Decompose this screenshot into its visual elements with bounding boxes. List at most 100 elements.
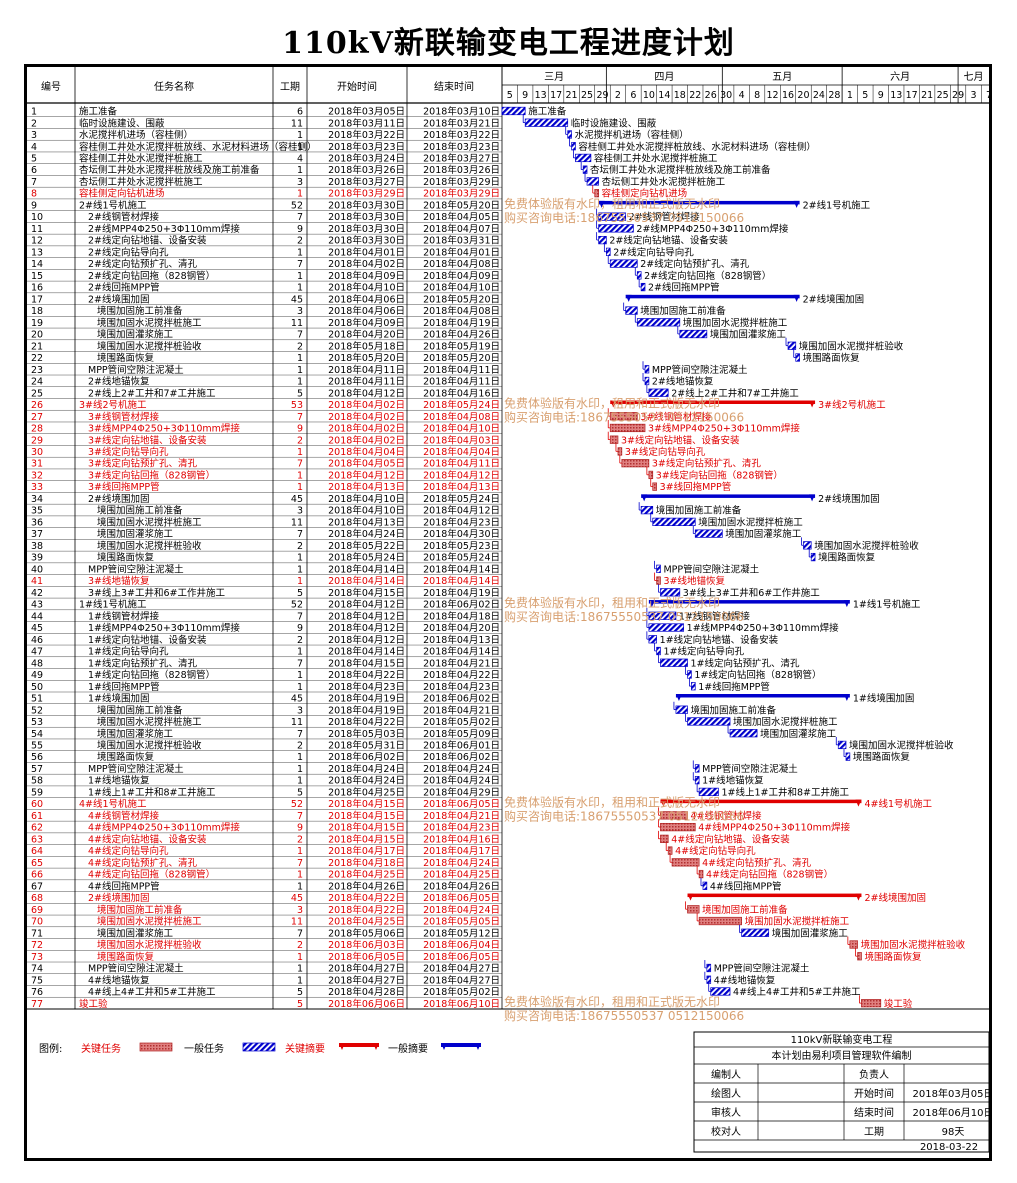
summary-end-marker bbox=[809, 494, 816, 502]
task-name: 境围路面恢复 bbox=[97, 352, 155, 364]
bar-label: 境围加固灌浆施工 bbox=[772, 927, 849, 939]
task-bar bbox=[687, 717, 731, 726]
bar-label: 境围加固施工前准备 bbox=[702, 904, 788, 916]
task-start: 2018年04月14日 bbox=[328, 563, 405, 575]
task-name: 3#线定向钻回拖（828钢管） bbox=[88, 469, 215, 481]
task-start: 2018年04月24日 bbox=[328, 775, 405, 787]
summary-end-marker bbox=[855, 799, 862, 807]
bar-label: 水泥搅拌机进场（容桂侧） bbox=[575, 129, 689, 141]
task-bar bbox=[656, 576, 661, 585]
task-name: MPP管间空隙注泥凝土 bbox=[88, 963, 184, 975]
legend-normal-summary-marker bbox=[441, 1043, 447, 1050]
task-end: 2018年05月20日 bbox=[423, 199, 500, 211]
task-duration: 1 bbox=[297, 470, 303, 481]
task-bar bbox=[609, 423, 646, 433]
info-row-label: 校对人 bbox=[711, 1125, 741, 1138]
task-duration: 2 bbox=[297, 341, 303, 352]
task-name: 境围加固灌浆施工 bbox=[97, 927, 174, 939]
task-start: 2018年03月30日 bbox=[328, 235, 405, 247]
task-end: 2018年04月21日 bbox=[423, 657, 500, 669]
month-label: 七月 bbox=[964, 71, 984, 83]
task-name: 4#线定向钻地锚、设备安装 bbox=[88, 833, 207, 845]
task-name: 境围加固水泥搅拌桩验收 bbox=[97, 540, 202, 552]
task-end: 2018年05月09日 bbox=[423, 728, 500, 740]
bar-label: 境围加固灌浆施工 bbox=[710, 329, 787, 341]
task-duration: 7 bbox=[297, 858, 303, 869]
legend-critical-summary-marker bbox=[339, 1043, 345, 1050]
task-id: 19 bbox=[31, 318, 43, 329]
day-tick-label: 29 bbox=[596, 90, 608, 101]
task-start: 2018年04月11日 bbox=[328, 364, 405, 376]
header-duration: 工期 bbox=[280, 81, 300, 93]
summary-start-marker bbox=[641, 494, 648, 502]
task-start: 2018年04月22日 bbox=[328, 669, 405, 681]
task-start: 2018年04月15日 bbox=[328, 822, 405, 834]
task-start: 2018年04月15日 bbox=[328, 657, 405, 669]
task-end: 2018年06月02日 bbox=[423, 751, 500, 763]
task-end: 2018年03月26日 bbox=[423, 164, 500, 176]
task-duration: 7 bbox=[297, 729, 303, 740]
day-tick-label: 2 bbox=[615, 90, 621, 101]
info-row-label: 编制人 bbox=[711, 1068, 741, 1081]
task-name: 2#线境围加固 bbox=[88, 892, 150, 904]
day-tick-label: 21 bbox=[921, 90, 933, 101]
task-id: 68 bbox=[31, 893, 43, 904]
task-name: 杏坛侧工井处水泥搅拌桩施工 bbox=[79, 176, 203, 188]
bar-label: 容桂侧定向钻机进场 bbox=[602, 188, 688, 200]
bar-label: 2#线境围加固 bbox=[818, 493, 880, 505]
task-duration: 3 bbox=[297, 306, 303, 317]
task-name: 1#线MPP4Φ250+3Φ110mm焊接 bbox=[88, 622, 240, 634]
task-id: 6 bbox=[31, 165, 37, 176]
task-end: 2018年03月29日 bbox=[423, 176, 500, 188]
task-end: 2018年04月01日 bbox=[423, 246, 500, 258]
task-name: 2#线定向钻预扩孔、清孔 bbox=[88, 258, 198, 270]
task-id: 29 bbox=[31, 435, 43, 446]
task-end: 2018年06月05日 bbox=[423, 892, 500, 904]
task-bar bbox=[598, 235, 607, 245]
task-name: 3#线定向钻导向孔 bbox=[88, 446, 169, 458]
task-duration: 7 bbox=[297, 529, 303, 540]
task-id: 40 bbox=[31, 564, 43, 575]
bar-label: 2#线定向钻导向孔 bbox=[613, 246, 694, 258]
task-bar bbox=[795, 353, 800, 362]
task-id: 25 bbox=[31, 388, 43, 399]
task-end: 2018年04月19日 bbox=[423, 317, 500, 329]
task-bar bbox=[524, 118, 569, 127]
summary-start-marker bbox=[687, 893, 694, 901]
task-bar bbox=[640, 282, 646, 292]
task-name: 境围加固施工前准备 bbox=[97, 505, 183, 517]
task-bar bbox=[656, 564, 661, 573]
task-end: 2018年05月20日 bbox=[423, 293, 500, 305]
summary-bar bbox=[675, 694, 850, 698]
task-duration: 2 bbox=[297, 541, 303, 552]
task-bar bbox=[849, 940, 858, 949]
task-bar bbox=[810, 552, 816, 562]
task-end: 2018年04月11日 bbox=[423, 364, 500, 376]
task-start: 2018年04月02日 bbox=[328, 411, 405, 423]
header-name: 任务名称 bbox=[154, 80, 194, 93]
task-name: 1#线回拖MPP管 bbox=[88, 681, 160, 693]
task-start: 2018年03月29日 bbox=[328, 188, 405, 200]
task-bar bbox=[687, 670, 692, 679]
day-tick-label: 10 bbox=[643, 90, 655, 101]
task-duration: 45 bbox=[291, 893, 303, 904]
task-start: 2018年04月25日 bbox=[328, 786, 405, 798]
task-id: 67 bbox=[31, 881, 43, 892]
task-end: 2018年06月01日 bbox=[423, 740, 500, 752]
task-bar bbox=[575, 153, 592, 163]
info-row-value2: 98天 bbox=[942, 1127, 965, 1138]
bar-label: 3#线定向钻预扩孔、清孔 bbox=[652, 458, 762, 470]
task-id: 31 bbox=[31, 459, 43, 470]
task-duration: 45 bbox=[291, 294, 303, 305]
task-end: 2018年04月08日 bbox=[423, 258, 500, 270]
task-id: 58 bbox=[31, 776, 43, 787]
bar-label: 2#线钢管材焊接 bbox=[629, 211, 701, 223]
summary-bar bbox=[660, 799, 862, 804]
info-row-label2: 负责人 bbox=[859, 1068, 889, 1081]
task-id: 57 bbox=[31, 764, 43, 775]
task-id: 20 bbox=[31, 330, 43, 341]
task-start: 2018年06月03日 bbox=[328, 939, 405, 951]
task-end: 2018年04月24日 bbox=[423, 763, 500, 775]
bar-label: 2#线地锚恢复 bbox=[652, 376, 714, 388]
bar-label: 3#线回拖MPP管 bbox=[660, 481, 732, 493]
